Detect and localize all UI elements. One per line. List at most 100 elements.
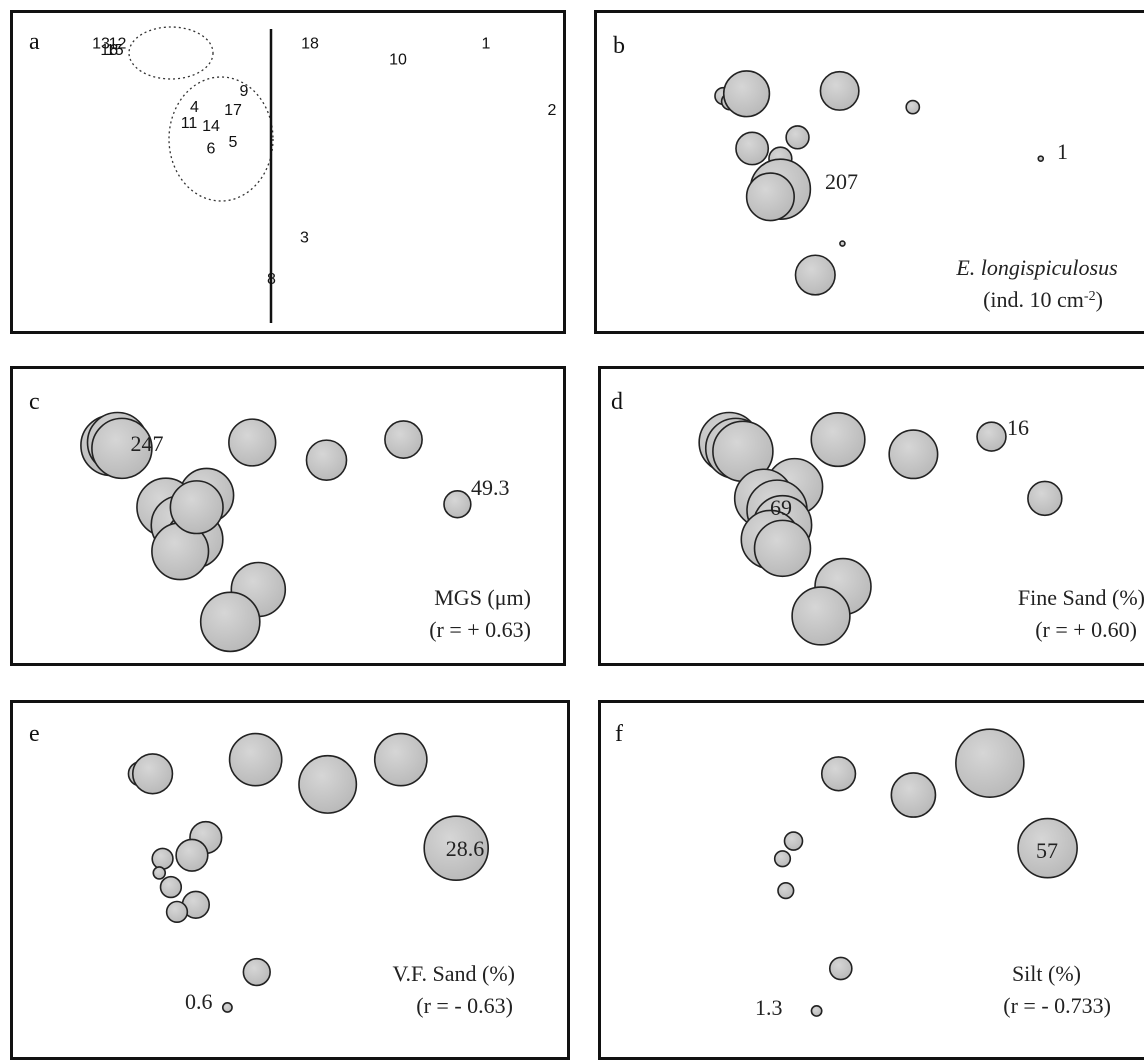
panel-letter: b [613, 33, 625, 59]
value-label: 69 [770, 495, 792, 520]
group-ellipse [128, 26, 214, 80]
correlation-label: (r = - 0.733) [1003, 993, 1111, 1018]
bubble-plot-silt: f Silt (%) (r = - 0.733) 57 1.3 [615, 721, 1111, 1020]
data-bubble [199, 591, 261, 653]
data-bubble [1017, 817, 1078, 879]
value-label: 247 [131, 431, 164, 456]
site-label: 10 [389, 51, 407, 68]
data-bubble [773, 850, 792, 868]
data-bubble [783, 831, 804, 851]
data-bubble [976, 421, 1007, 452]
value-label: 0.6 [185, 989, 213, 1014]
panel-letter: d [611, 389, 623, 415]
correlation-label: (r = + 0.63) [429, 617, 531, 642]
correlation-label: (r = + 0.60) [1035, 617, 1137, 642]
panel-letter: e [29, 721, 40, 747]
site-label: 9 [240, 83, 249, 100]
data-bubble [785, 125, 810, 150]
panel-a: a 13 12 16 15 18 10 1 9 4 17 2 11 14 5 6 3 8 [10, 10, 566, 334]
panel-c: c MGS (μm) (r = + 0.63) 247 49.3 [10, 366, 566, 666]
data-bubble [794, 254, 836, 296]
value-label: 1.3 [755, 995, 783, 1020]
data-bubble [423, 815, 490, 881]
group-ellipse [168, 76, 274, 202]
site-label: 4 [190, 99, 199, 116]
data-bubble [165, 900, 189, 924]
site-label: 6 [207, 140, 216, 157]
data-bubble [1027, 480, 1063, 517]
site-label: 8 [267, 271, 276, 288]
panel-letter: a [29, 29, 40, 55]
data-bubble [221, 1002, 233, 1013]
data-bubble [722, 70, 771, 118]
data-bubble [175, 838, 209, 872]
data-bubble [373, 732, 428, 787]
value-label: 28.6 [446, 836, 485, 861]
data-bubble [228, 732, 283, 787]
data-bubble [384, 420, 423, 459]
value-label: 1 [1057, 139, 1068, 164]
data-bubble [159, 875, 183, 899]
variable-label: Fine Sand (%) [1018, 585, 1144, 610]
site-label: 14 [202, 118, 220, 135]
site-label: 1 [482, 35, 491, 52]
panel-d: d Fine Sand (%) (r = + 0.60) 69 16 [598, 366, 1144, 666]
data-bubble [228, 418, 277, 467]
panel-b: b E. longispiculosus (ind. 10 cm-2) 207 1 [594, 10, 1144, 334]
data-bubble [745, 172, 795, 222]
data-bubble [298, 754, 358, 814]
site-label: 18 [301, 35, 319, 52]
data-bubble [819, 70, 860, 111]
site-label: 2 [548, 102, 557, 119]
data-bubble [810, 411, 866, 468]
panel-f: f Silt (%) (r = - 0.733) 57 1.3 [598, 700, 1144, 1060]
data-bubble [828, 956, 853, 981]
data-bubble [443, 490, 472, 519]
data-bubble [888, 429, 939, 480]
variable-label: MGS (μm) [434, 585, 531, 610]
data-bubble [791, 586, 851, 646]
data-bubble [305, 439, 348, 481]
data-bubble [169, 480, 224, 535]
panel-letter: f [615, 721, 623, 747]
site-label: 5 [229, 134, 238, 151]
data-bubble [839, 240, 846, 247]
bubble-plot-fine-sand: d Fine Sand (%) (r = + 0.60) 69 16 [611, 389, 1144, 646]
data-bubble [131, 753, 174, 795]
bubble-plot-density: b E. longispiculosus (ind. 10 cm-2) 207 1 [613, 33, 1118, 312]
panel-e: e V.F. Sand (%) (r = - 0.63) 28.6 0.6 [10, 700, 570, 1060]
site-label: 11 [181, 115, 198, 132]
site-label: 16 [100, 42, 118, 59]
data-bubble [810, 1005, 823, 1017]
data-bubble [151, 847, 174, 870]
site-label: 13 [92, 35, 110, 52]
data-bubble [955, 728, 1025, 798]
data-bubble [735, 131, 770, 166]
data-bubble [753, 519, 812, 578]
data-bubble [905, 99, 921, 115]
data-bubble [152, 866, 167, 880]
species-label: E. longispiculosus [955, 255, 1117, 280]
data-bubble [1037, 155, 1045, 162]
site-label: 15 [106, 42, 124, 59]
unit-label: (ind. 10 cm-2) [983, 287, 1103, 312]
data-bubble [242, 957, 271, 987]
correlation-label: (r = - 0.63) [416, 993, 513, 1018]
data-bubble [890, 772, 937, 818]
bubble-plot-mgs: c MGS (μm) (r = + 0.63) 247 49.3 [29, 389, 531, 653]
data-bubble [820, 756, 857, 792]
site-label: 12 [109, 35, 127, 52]
site-label: 3 [300, 229, 309, 246]
variable-label: Silt (%) [1012, 961, 1081, 986]
value-label: 57 [1036, 838, 1058, 863]
value-label: 16 [1007, 415, 1029, 440]
data-bubble [91, 417, 153, 480]
variable-label: V.F. Sand (%) [392, 961, 515, 986]
bubble-plot-vf-sand: e V.F. Sand (%) (r = - 0.63) 28.6 0.6 [29, 721, 515, 1018]
value-label: 207 [825, 169, 858, 194]
site-label: 17 [224, 102, 242, 119]
data-bubble [777, 882, 795, 900]
value-label: 49.3 [471, 475, 510, 500]
panel-letter: c [29, 389, 40, 415]
